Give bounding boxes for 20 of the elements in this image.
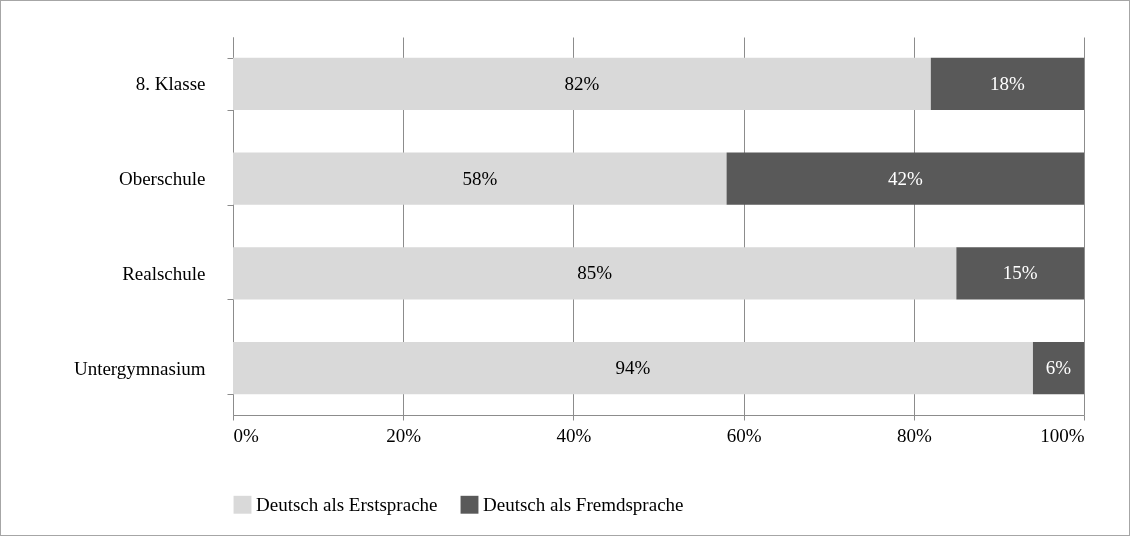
x-tick-label: 80% [896,424,932,446]
y-tick-label: Untergymnasium [73,357,206,379]
x-tick-label: 40% [556,424,592,446]
data-label: 42% [887,167,923,189]
data-label: 18% [990,72,1025,94]
data-label: 82% [564,72,600,94]
x-tick-label: 20% [386,424,422,446]
data-label: 94% [615,357,651,379]
legend-label: Deutsch als Fremdsprache [483,493,684,515]
y-tick-label: Realschule [122,262,206,284]
data-label: 6% [1045,357,1072,379]
y-tick-label: Oberschule [118,168,206,190]
x-tick-label: 0% [233,424,259,446]
data-label: 85% [577,262,613,284]
data-label: 15% [1002,262,1038,284]
y-tick-label: 8. Klasse [135,73,206,95]
legend-label: Deutsch als Erstsprache [256,493,438,515]
data-label: 58% [462,167,498,189]
x-tick-label: 100% [1040,424,1085,446]
x-tick-label: 60% [726,424,762,446]
